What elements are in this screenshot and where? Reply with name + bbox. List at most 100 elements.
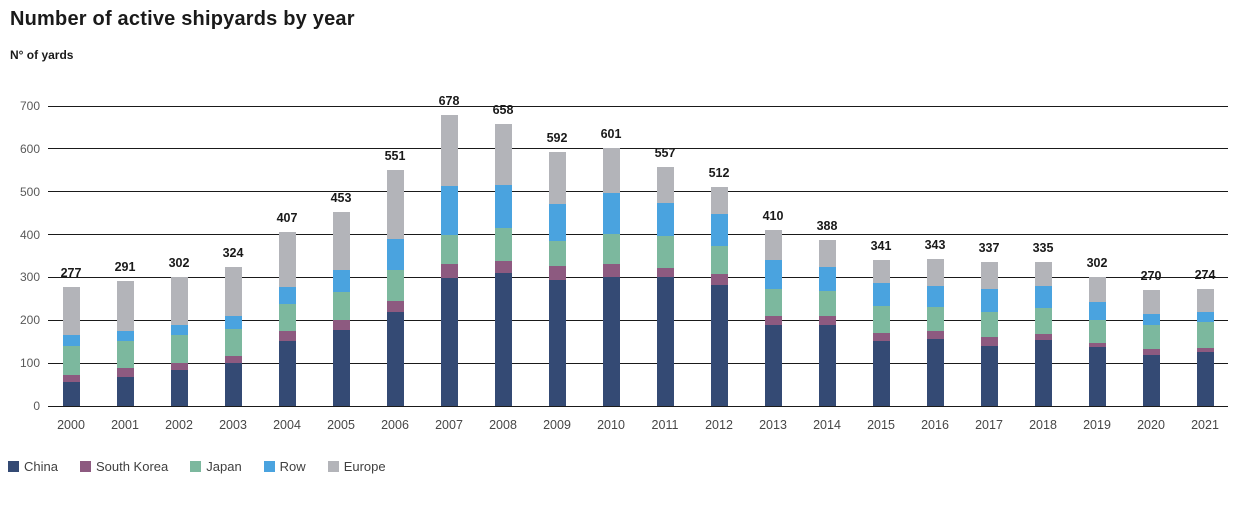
bar-2014	[818, 239, 836, 406]
gridline-400	[48, 234, 1228, 236]
bar-2010	[602, 148, 620, 406]
gridline-200	[48, 319, 1228, 321]
bar-segment-south-korea-2012	[710, 273, 728, 285]
bar-segment-row-2010	[602, 193, 620, 234]
legend: China South Korea Japan Row Europe	[8, 459, 386, 474]
bar-segment-europe-2021	[1196, 288, 1214, 313]
y-tick-label-300: 300	[19, 270, 40, 285]
bar-segment-china-2003	[224, 363, 242, 406]
bar-2011	[656, 167, 674, 406]
legend-label-row: Row	[279, 459, 306, 474]
bar-total-label-2015: 341	[870, 238, 892, 253]
bar-2019	[1088, 276, 1106, 406]
bar-segment-europe-2008	[494, 124, 512, 186]
bar-2012	[710, 186, 728, 406]
bar-segment-china-2018	[1034, 340, 1052, 406]
bar-segment-europe-2003	[224, 267, 242, 317]
bar-segment-europe-2014	[818, 239, 836, 267]
legend-swatch-japan	[190, 461, 202, 472]
x-tick-label-2017: 2017	[975, 418, 1003, 432]
legend-item-japan: Japan	[190, 459, 242, 474]
bar-segment-row-2005	[332, 270, 350, 293]
bar-total-label-2013: 410	[762, 209, 784, 224]
bar-segment-japan-2014	[818, 291, 836, 317]
y-tick-label-400: 400	[19, 227, 40, 242]
bar-segment-china-2015	[872, 340, 890, 406]
bar-segment-row-2008	[494, 185, 512, 229]
y-tick-label-600: 600	[19, 141, 40, 156]
bar-2020	[1142, 290, 1160, 406]
bar-segment-japan-2008	[494, 228, 512, 261]
bar-2000	[62, 287, 80, 406]
bar-segment-europe-2004	[278, 231, 296, 288]
bar-segment-china-2014	[818, 324, 836, 406]
bar-segment-europe-2016	[926, 259, 944, 287]
bar-segment-europe-2000	[62, 287, 80, 336]
bar-segment-japan-2001	[116, 340, 134, 368]
bar-total-label-2005: 453	[330, 190, 352, 205]
bar-segment-south-korea-2018	[1034, 334, 1052, 341]
bar-segment-south-korea-2004	[278, 331, 296, 341]
x-tick-label-2006: 2006	[381, 418, 409, 432]
bar-total-label-2000: 277	[60, 266, 82, 281]
bar-2004	[278, 231, 296, 406]
y-tick-label-700: 700	[19, 99, 40, 113]
bar-segment-row-2021	[1196, 312, 1214, 323]
x-tick-label-2020: 2020	[1137, 418, 1165, 432]
legend-item-china: China	[8, 459, 58, 474]
bar-segment-china-2017	[980, 346, 998, 406]
bar-segment-row-2019	[1088, 301, 1106, 320]
bar-segment-china-2002	[170, 370, 188, 406]
bar-segment-europe-2015	[872, 259, 890, 283]
bar-2008	[494, 124, 512, 406]
bar-segment-row-2014	[818, 266, 836, 292]
bar-2006	[386, 169, 404, 406]
bar-total-label-2019: 302	[1086, 255, 1108, 270]
bar-segment-row-2002	[170, 324, 188, 335]
bar-segment-row-2017	[980, 289, 998, 313]
bar-segment-row-2015	[872, 282, 890, 307]
bar-segment-row-2001	[116, 331, 134, 341]
bar-segment-south-korea-2020	[1142, 349, 1160, 355]
bar-total-label-2006: 551	[384, 148, 406, 163]
x-tick-label-2009: 2009	[543, 418, 571, 432]
bar-segment-japan-2007	[440, 234, 458, 265]
bar-segment-china-2019	[1088, 347, 1106, 406]
x-tick-label-2012: 2012	[705, 418, 733, 432]
gridline-300	[48, 276, 1228, 278]
bar-segment-japan-2005	[332, 292, 350, 320]
bar-segment-europe-2010	[602, 148, 620, 194]
bar-segment-europe-2001	[116, 281, 134, 332]
legend-item-europe: Europe	[327, 459, 386, 474]
bar-segment-europe-2019	[1088, 276, 1106, 302]
legend-swatch-europe	[327, 461, 339, 472]
bar-total-label-2018: 335	[1032, 241, 1054, 256]
bar-2009	[548, 152, 566, 406]
bar-segment-europe-2013	[764, 230, 782, 261]
bar-2013	[764, 230, 782, 406]
bar-segment-japan-2012	[710, 246, 728, 274]
bar-segment-south-korea-2014	[818, 316, 836, 325]
x-tick-label-2014: 2014	[813, 418, 841, 432]
bar-segment-china-2007	[440, 278, 458, 406]
bar-segment-china-2005	[332, 329, 350, 406]
bar-segment-south-korea-2021	[1196, 347, 1214, 353]
bar-2007	[440, 115, 458, 406]
y-tick-label-0: 0	[33, 399, 40, 413]
y-tick-label-100: 100	[19, 356, 40, 371]
x-tick-label-2021: 2021	[1191, 418, 1219, 432]
bar-segment-china-2013	[764, 324, 782, 406]
bar-total-label-2001: 291	[114, 260, 136, 275]
y-tick-label-200: 200	[19, 313, 40, 328]
bar-2001	[116, 281, 134, 406]
x-tick-label-2010: 2010	[597, 418, 625, 432]
bar-segment-china-2016	[926, 339, 944, 406]
bar-segment-south-korea-2006	[386, 300, 404, 312]
bar-segment-row-2020	[1142, 314, 1160, 326]
bar-segment-south-korea-2008	[494, 260, 512, 274]
x-tick-label-2001: 2001	[111, 418, 139, 432]
bar-total-label-2017: 337	[978, 240, 1000, 255]
bar-segment-japan-2016	[926, 306, 944, 332]
bar-segment-row-2007	[440, 185, 458, 235]
